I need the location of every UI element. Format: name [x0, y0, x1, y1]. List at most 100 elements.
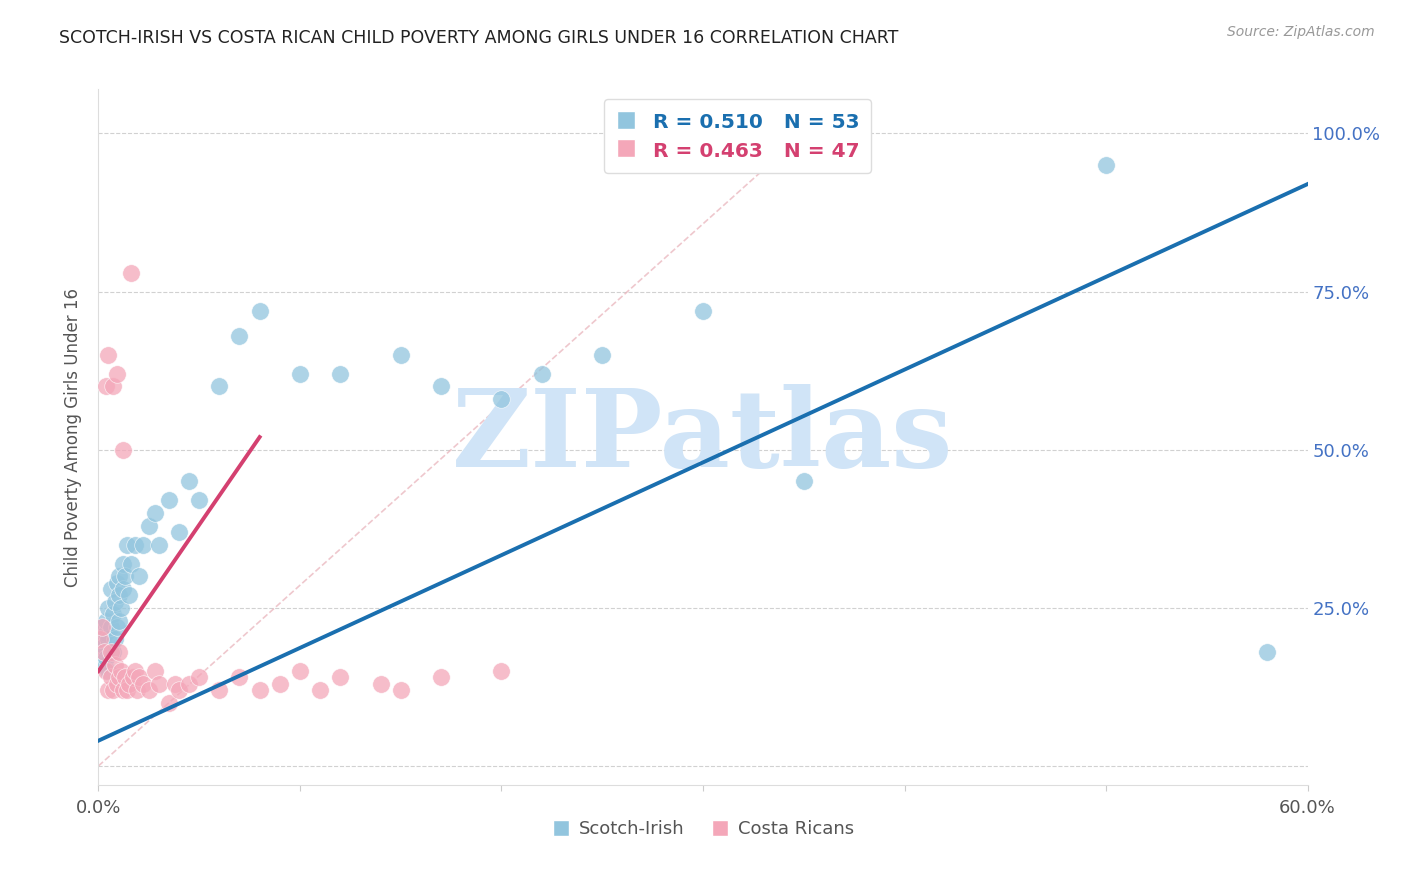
- Point: [132, 677, 155, 691]
- Point: [100, 670, 122, 684]
- Point: [389, 683, 412, 698]
- Y-axis label: Child Poverty Among Girls Under 16: Child Poverty Among Girls Under 16: [65, 287, 83, 587]
- Text: Source: ZipAtlas.com: Source: ZipAtlas.com: [1227, 25, 1375, 39]
- Point: [105, 367, 128, 381]
- Point: [530, 367, 553, 381]
- Point: [93, 645, 115, 659]
- Point: [370, 677, 392, 691]
- Point: [121, 670, 143, 684]
- Legend: Scotch-Irish, Costa Ricans: Scotch-Irish, Costa Ricans: [544, 814, 862, 846]
- Point: [793, 475, 815, 489]
- Point: [93, 657, 115, 672]
- Point: [118, 588, 141, 602]
- Point: [100, 645, 122, 659]
- Point: [96, 651, 118, 665]
- Point: [97, 683, 120, 698]
- Point: [124, 664, 146, 678]
- Point: [188, 670, 211, 684]
- Point: [96, 664, 118, 678]
- Point: [692, 303, 714, 318]
- Point: [138, 683, 160, 698]
- Point: [430, 670, 453, 684]
- Point: [111, 683, 134, 698]
- Point: [309, 683, 332, 698]
- Point: [96, 626, 118, 640]
- Point: [107, 614, 129, 628]
- Point: [1095, 158, 1118, 172]
- Point: [114, 670, 136, 684]
- Point: [111, 442, 134, 457]
- Point: [107, 569, 129, 583]
- Point: [208, 379, 231, 393]
- Point: [91, 632, 114, 647]
- Point: [157, 493, 180, 508]
- Point: [329, 367, 352, 381]
- Point: [89, 645, 111, 659]
- Point: [179, 677, 201, 691]
- Point: [125, 683, 148, 698]
- Point: [124, 538, 146, 552]
- Point: [105, 620, 128, 634]
- Point: [100, 620, 122, 634]
- Point: [269, 677, 291, 691]
- Point: [208, 683, 231, 698]
- Point: [97, 632, 120, 647]
- Point: [96, 379, 118, 393]
- Point: [228, 329, 250, 343]
- Point: [148, 538, 170, 552]
- Point: [97, 600, 120, 615]
- Point: [249, 303, 271, 318]
- Text: SCOTCH-IRISH VS COSTA RICAN CHILD POVERTY AMONG GIRLS UNDER 16 CORRELATION CHART: SCOTCH-IRISH VS COSTA RICAN CHILD POVERT…: [59, 29, 898, 46]
- Point: [138, 518, 160, 533]
- Point: [329, 670, 352, 684]
- Point: [157, 696, 180, 710]
- Point: [103, 632, 125, 647]
- Point: [167, 524, 190, 539]
- Point: [163, 677, 186, 691]
- Point: [103, 594, 125, 608]
- Point: [115, 683, 138, 698]
- Point: [120, 557, 142, 571]
- Point: [97, 348, 120, 362]
- Point: [188, 493, 211, 508]
- Point: [97, 664, 120, 678]
- Point: [93, 639, 115, 653]
- Point: [110, 600, 132, 615]
- Point: [114, 569, 136, 583]
- Point: [118, 677, 141, 691]
- Point: [288, 367, 311, 381]
- Point: [128, 569, 150, 583]
- Point: [111, 582, 134, 596]
- Point: [107, 588, 129, 602]
- Point: [101, 607, 124, 622]
- Point: [107, 670, 129, 684]
- Point: [288, 664, 311, 678]
- Point: [110, 664, 132, 678]
- Point: [591, 348, 613, 362]
- Point: [105, 575, 128, 590]
- Point: [101, 645, 124, 659]
- Point: [105, 677, 128, 691]
- Point: [115, 538, 138, 552]
- Point: [101, 379, 124, 393]
- Point: [491, 392, 513, 406]
- Point: [89, 632, 111, 647]
- Point: [120, 266, 142, 280]
- Point: [96, 614, 118, 628]
- Point: [389, 348, 412, 362]
- Point: [148, 677, 170, 691]
- Point: [91, 620, 114, 634]
- Point: [249, 683, 271, 698]
- Point: [228, 670, 250, 684]
- Point: [111, 557, 134, 571]
- Point: [101, 683, 124, 698]
- Point: [132, 538, 155, 552]
- Point: [491, 664, 513, 678]
- Point: [167, 683, 190, 698]
- Point: [179, 475, 201, 489]
- Point: [100, 582, 122, 596]
- Point: [430, 379, 453, 393]
- Text: ZIPatlas: ZIPatlas: [453, 384, 953, 490]
- Point: [1256, 645, 1278, 659]
- Point: [128, 670, 150, 684]
